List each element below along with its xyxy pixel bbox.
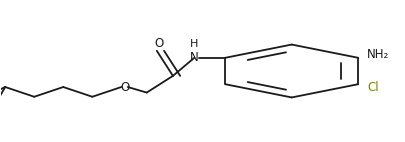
Text: H: H — [190, 39, 198, 49]
Text: O: O — [119, 81, 129, 94]
Text: Cl: Cl — [366, 81, 377, 94]
Text: O: O — [154, 37, 163, 50]
Text: N: N — [190, 51, 198, 64]
Text: NH₂: NH₂ — [366, 48, 388, 61]
